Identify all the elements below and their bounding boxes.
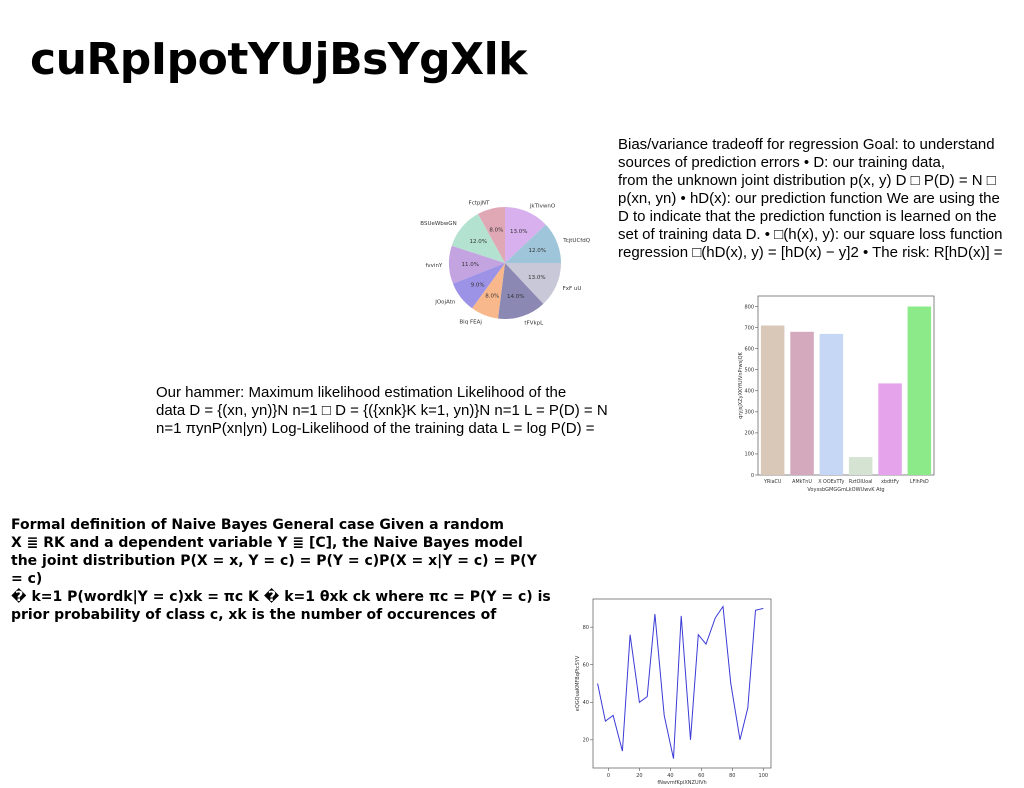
bar	[790, 331, 814, 475]
pie-category-label: Biq FEAj	[459, 319, 482, 325]
pie-slice	[478, 207, 505, 263]
pie-value-label: 8.0%	[489, 227, 503, 233]
y-tick-label: 60	[583, 663, 589, 669]
x-tick-label: 80	[729, 773, 735, 779]
bar	[819, 333, 844, 475]
x-tick-label: YRiaCU	[763, 479, 782, 485]
pie-slice	[505, 224, 561, 263]
pie-category-label: JOojAtn	[434, 299, 456, 305]
y-tick-label: 0	[751, 473, 754, 479]
y-axis-label: eQGQuaKMFBqPtcSYV	[575, 655, 581, 711]
x-tick-label: X OOExTTy	[818, 479, 844, 485]
pie-value-label: 12.0%	[529, 248, 546, 254]
plot-frame	[592, 598, 772, 769]
pie-value-label: 14.0%	[507, 294, 524, 300]
x-tick-label: xbdttFy	[881, 479, 899, 485]
bar	[878, 383, 902, 475]
pie-slice	[505, 207, 546, 263]
pie-chart: 13.0% jkTIvwnO 12.0% TcjtUCfdQ 13.0% FxF uU 14…	[420, 200, 590, 327]
line-series	[597, 605, 764, 759]
bias-variance-paragraph: Bias/variance tradeoff for regression Go…	[618, 136, 1003, 261]
page-title: cuRpIpotYUjBsYgXlk	[30, 34, 527, 85]
pie-slice	[451, 213, 505, 263]
y-tick-label: 200	[744, 431, 754, 437]
pie-category-label: jkTIvwnO	[529, 203, 556, 209]
x-tick-label: AMkTnU	[792, 479, 812, 485]
y-tick-label: 20	[583, 738, 589, 744]
y-tick-label: 600	[744, 346, 754, 352]
y-axis-label: qryjsjXZyXKYfUlVnPrwsjQK	[738, 351, 744, 418]
pie-value-label: 13.0%	[510, 229, 527, 235]
pie-value-label: 9.0%	[471, 282, 485, 288]
line-chart: 0 20 40 60 80 100 20 40 60 80 fNwvmfKpiXNZUIVh eQGQ…	[575, 598, 772, 786]
y-tick-label: 40	[583, 700, 589, 706]
pie-category-label: tFVkpL	[524, 321, 544, 327]
x-axis-label: VoyxsbGMGGmLkOWUwvK Atg	[807, 487, 884, 493]
pie-value-label: 8.0%	[485, 293, 499, 299]
pie-value-label: 12.0%	[469, 239, 486, 245]
x-tick-label: 60	[698, 773, 704, 779]
bar-chart: 0 100 200 300 400 500 600 700 800 YRiaCU AMkTnU X O…	[738, 295, 935, 493]
x-tick-label: 100	[759, 773, 769, 779]
pie-slice	[472, 263, 505, 319]
bar	[907, 306, 932, 475]
pie-slice	[505, 263, 561, 304]
pie-category-label: BSUeWbwGN	[420, 221, 456, 227]
pie-category-label: FxF uU	[563, 286, 582, 292]
y-tick-label: 500	[744, 368, 754, 374]
x-tick-label: 40	[667, 773, 673, 779]
pie-slice	[497, 263, 544, 320]
pie-category-label: TcjtUCfdQ	[562, 238, 590, 244]
bar	[760, 325, 785, 475]
x-tick-label: 20	[636, 773, 642, 779]
max-likelihood-paragraph: Our hammer: Maximum likelihood estimatio…	[156, 384, 608, 437]
x-tick-label: 0	[607, 773, 610, 779]
plot-frame	[757, 295, 935, 476]
x-tick-label: RztOIUoal	[849, 479, 873, 485]
y-tick-label: 400	[744, 389, 754, 395]
pie-category-label: fvvinY	[425, 263, 442, 269]
y-tick-label: 800	[744, 304, 754, 310]
pie-category-label: FctpjNT	[469, 200, 490, 206]
pie-value-label: 13.0%	[528, 275, 545, 281]
pie-slice	[452, 263, 505, 309]
naive-bayes-paragraph: Formal definition of Naive Bayes General…	[11, 517, 551, 623]
y-tick-label: 100	[744, 452, 754, 458]
x-tick-label: LFlhPsD	[910, 479, 929, 485]
y-tick-label: 300	[744, 410, 754, 416]
y-tick-label: 80	[583, 625, 589, 631]
x-axis-label: fNwvmfKpiXNZUIVh	[657, 780, 706, 786]
bar	[848, 457, 873, 475]
pie-value-label: 11.0%	[462, 262, 479, 268]
pie-slice	[449, 245, 505, 284]
y-tick-label: 700	[744, 325, 754, 331]
